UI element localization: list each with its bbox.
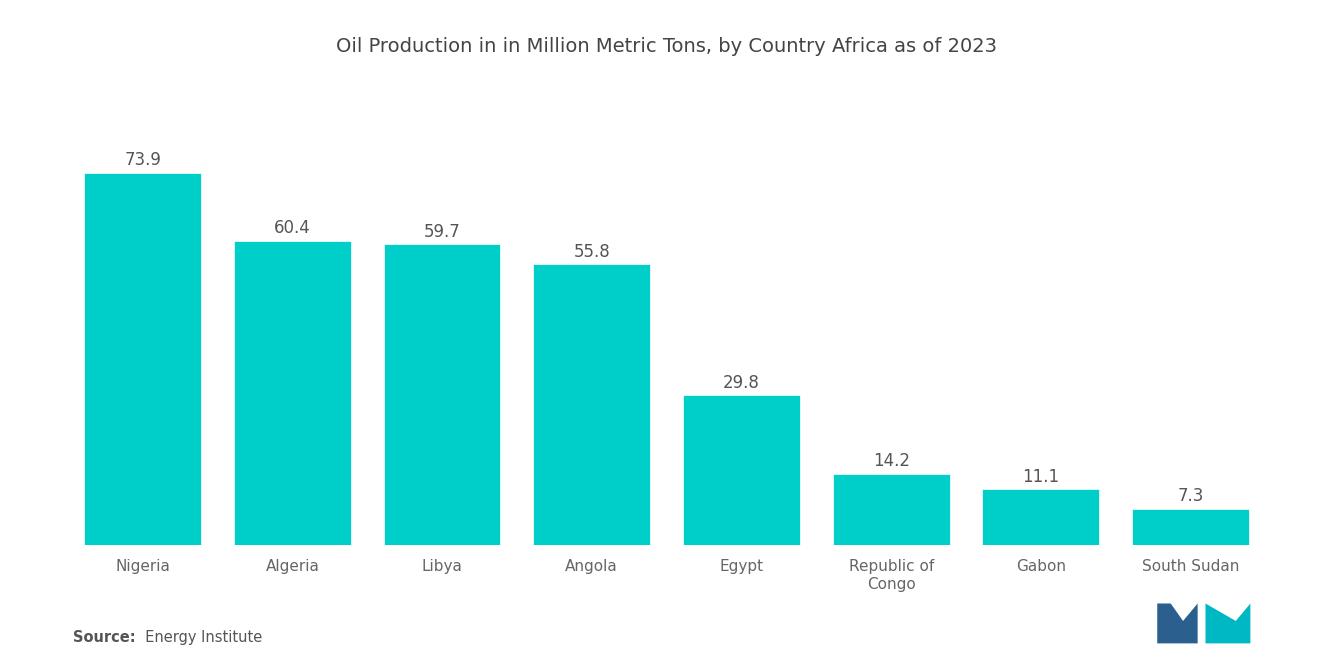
Text: 29.8: 29.8: [723, 374, 760, 392]
Bar: [234, 241, 351, 545]
Text: 73.9: 73.9: [124, 152, 161, 170]
Text: 11.1: 11.1: [1022, 468, 1060, 486]
Text: 59.7: 59.7: [424, 223, 461, 241]
Bar: [1133, 509, 1249, 545]
Text: Energy Institute: Energy Institute: [136, 630, 263, 645]
Bar: [533, 264, 651, 545]
Bar: [833, 473, 949, 545]
Text: 14.2: 14.2: [873, 452, 909, 470]
Bar: [384, 245, 500, 545]
Text: 55.8: 55.8: [573, 243, 610, 261]
Bar: [84, 173, 201, 545]
Bar: [982, 489, 1100, 545]
Title: Oil Production in in Million Metric Tons, by Country Africa as of 2023: Oil Production in in Million Metric Tons…: [337, 37, 997, 56]
Text: 7.3: 7.3: [1177, 487, 1204, 505]
Text: Source:: Source:: [73, 630, 135, 645]
Bar: [682, 395, 800, 545]
Text: 60.4: 60.4: [275, 219, 310, 237]
